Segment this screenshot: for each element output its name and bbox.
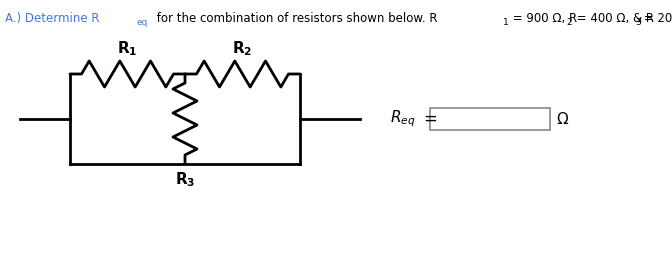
Text: 3: 3 [635, 18, 641, 27]
Text: 2: 2 [566, 18, 572, 27]
Text: $\mathbf{R_2}$: $\mathbf{R_2}$ [233, 39, 253, 58]
Text: = 200 Ω.: = 200 Ω. [640, 12, 672, 25]
Text: $\mathbf{R_3}$: $\mathbf{R_3}$ [175, 170, 195, 189]
Text: $\mathbf{R_1}$: $\mathbf{R_1}$ [117, 39, 138, 58]
Text: $R_{eq}$: $R_{eq}$ [390, 109, 415, 129]
Text: Ω: Ω [556, 112, 568, 126]
Text: for the combination of resistors shown below. R: for the combination of resistors shown b… [153, 12, 437, 25]
Text: =: = [423, 110, 437, 128]
Text: 1: 1 [503, 18, 509, 27]
FancyBboxPatch shape [430, 108, 550, 130]
Text: = 900 Ω, R: = 900 Ω, R [509, 12, 577, 25]
Text: eq: eq [136, 18, 148, 27]
Text: = 400 Ω, & R: = 400 Ω, & R [573, 12, 654, 25]
Text: A.) Determine R: A.) Determine R [5, 12, 100, 25]
